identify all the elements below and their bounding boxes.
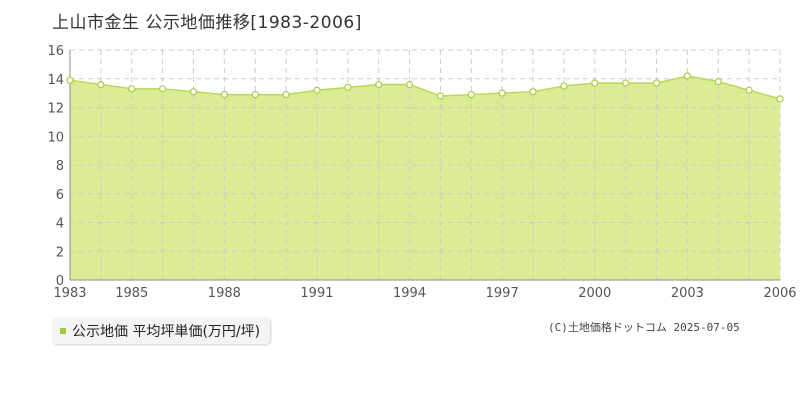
data-point bbox=[66, 76, 74, 84]
x-tick-label: 2003 bbox=[671, 286, 704, 301]
data-point bbox=[405, 80, 414, 89]
data-point bbox=[560, 82, 568, 90]
x-tick-label: 1983 bbox=[53, 286, 86, 301]
data-point bbox=[714, 78, 722, 86]
data-point bbox=[498, 89, 506, 97]
x-tick-label: 1988 bbox=[208, 286, 241, 301]
legend: 公示地価 平均坪単価(万円/坪) bbox=[52, 318, 271, 344]
x-tick-label: 1994 bbox=[393, 286, 426, 301]
data-point bbox=[529, 88, 537, 96]
data-point bbox=[745, 86, 753, 94]
data-point bbox=[220, 90, 228, 99]
y-tick-label: 6 bbox=[56, 188, 64, 203]
copyright-credit: (C)土地価格ドットコム 2025-07-05 bbox=[548, 321, 740, 334]
data-point bbox=[622, 79, 630, 87]
data-point bbox=[282, 90, 290, 99]
y-tick-label: 8 bbox=[56, 159, 64, 174]
y-tick-label: 12 bbox=[47, 102, 64, 117]
data-point bbox=[652, 79, 661, 87]
legend-label: 公示地価 平均坪単価(万円/坪) bbox=[72, 324, 261, 340]
x-tick-label: 2006 bbox=[763, 286, 796, 301]
data-point bbox=[436, 92, 445, 100]
area-fill bbox=[70, 75, 780, 280]
y-tick-label: 10 bbox=[47, 130, 64, 145]
data-point bbox=[776, 95, 784, 103]
data-point bbox=[683, 72, 691, 80]
legend-swatch bbox=[60, 328, 66, 334]
series-line bbox=[69, 75, 781, 100]
data-point bbox=[159, 85, 167, 93]
data-point bbox=[591, 79, 599, 87]
data-point bbox=[344, 83, 352, 91]
data-point bbox=[128, 85, 136, 93]
data-point bbox=[97, 80, 105, 89]
y-tick-label: 4 bbox=[56, 217, 64, 232]
data-point bbox=[189, 88, 198, 96]
y-tick-label: 0 bbox=[56, 274, 64, 289]
x-tick-label: 1985 bbox=[115, 286, 148, 301]
data-point bbox=[313, 86, 321, 94]
y-tick-label: 2 bbox=[56, 245, 64, 260]
y-tick-label: 14 bbox=[47, 73, 64, 88]
chart-title: 上山市金生 公示地価推移[1983-2006] bbox=[52, 13, 362, 33]
x-tick-label: 1991 bbox=[300, 286, 333, 301]
x-tick-label: 1997 bbox=[486, 286, 519, 301]
y-tick-label: 16 bbox=[47, 44, 64, 59]
data-point bbox=[375, 80, 383, 89]
data-point bbox=[251, 90, 259, 99]
data-point bbox=[467, 90, 475, 99]
x-tick-label: 2000 bbox=[578, 286, 611, 301]
